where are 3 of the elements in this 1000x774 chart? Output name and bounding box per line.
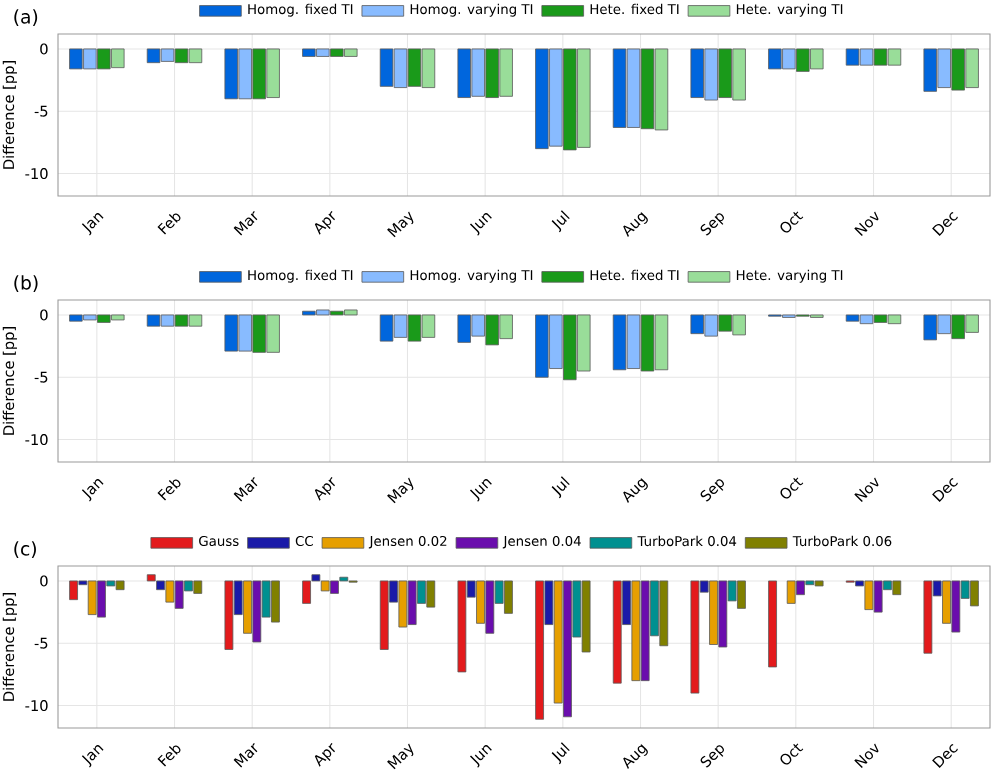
chart-title: (b) (14, 275, 38, 292)
chart-title: (c) (14, 541, 36, 558)
chart-title: (a) (14, 9, 38, 26)
